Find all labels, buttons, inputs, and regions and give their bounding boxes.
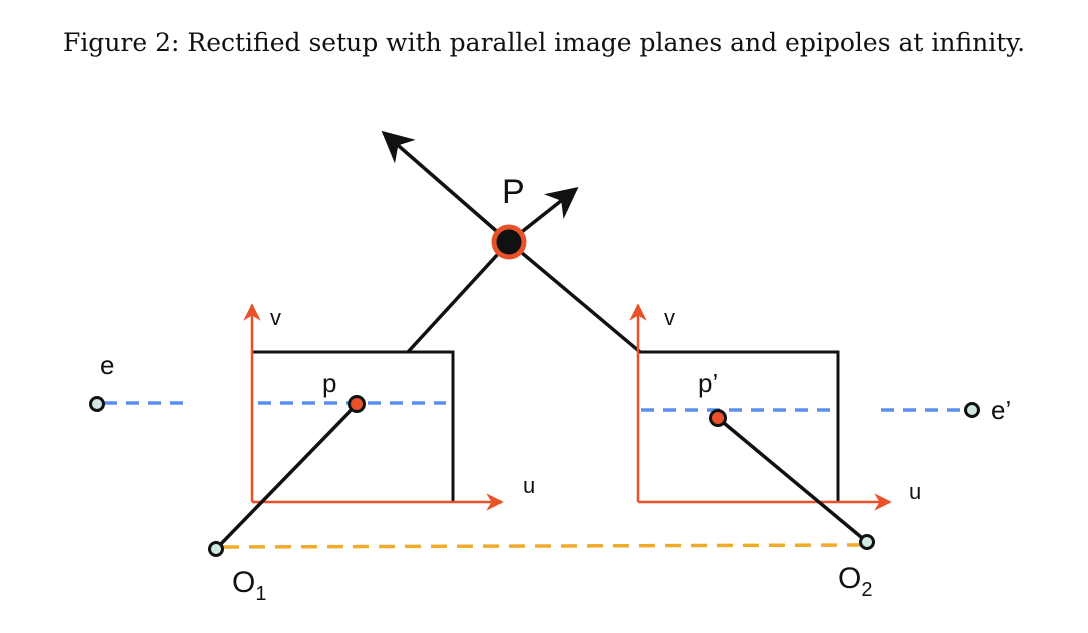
ray-O2-to-P — [507, 240, 642, 354]
camera-center-O2 — [859, 534, 875, 550]
label-P: P — [502, 173, 525, 211]
ray-O1-to-P — [406, 240, 511, 354]
camera-center-O1 — [208, 541, 224, 557]
label-O2-subscript: 2 — [861, 579, 872, 601]
label-u-right: u — [909, 479, 921, 504]
projection-line-right — [716, 416, 869, 544]
label-v-right: v — [664, 305, 675, 330]
label-O2: O2 — [838, 562, 872, 601]
epipole-e-prime — [964, 402, 980, 418]
label-e-prime: e’ — [991, 395, 1011, 425]
label-e: e — [100, 350, 114, 380]
left-image-plane — [252, 350, 455, 502]
label-O1-main: O — [232, 566, 255, 599]
image-point-p-prime — [709, 409, 727, 427]
label-O1: O1 — [232, 566, 266, 605]
label-u-left: u — [523, 473, 535, 498]
label-p-prime: p’ — [698, 368, 718, 398]
ray-P-extended-up-left — [381, 130, 511, 244]
figure-caption: Figure 2: Rectified setup with parallel … — [62, 28, 1026, 57]
epipole-e — [89, 396, 105, 412]
projection-line-left — [214, 402, 359, 551]
image-point-p — [348, 395, 366, 413]
world-point-P — [491, 224, 527, 260]
right-image-plane — [638, 350, 840, 502]
label-v-left: v — [270, 305, 281, 330]
label-O1-subscript: 1 — [255, 583, 266, 605]
baseline — [222, 543, 861, 549]
label-p: p — [322, 368, 336, 398]
label-O2-main: O — [838, 562, 861, 595]
